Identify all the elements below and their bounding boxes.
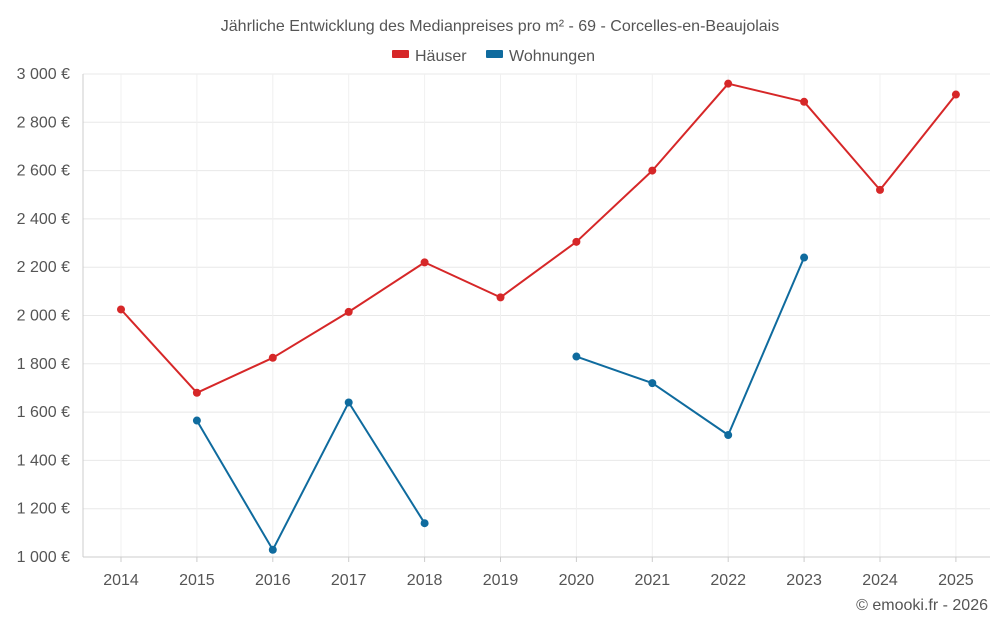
data-point-wohnungen[interactable] [572,352,581,361]
legend-swatch-haeuser [392,50,409,58]
data-point-haeuser[interactable] [876,185,884,194]
series [117,79,960,554]
data-point-haeuser[interactable] [496,293,505,302]
copyright-label: © emooki.fr - 2026 [856,597,988,614]
data-point-wohnungen[interactable] [724,431,733,440]
x-tick-label: 2023 [786,572,822,589]
legend-label-wohnungen: Wohnungen [509,48,595,65]
x-tick-label: 2021 [635,572,671,589]
y-tick-label: 2 400 € [17,211,70,228]
data-point-haeuser[interactable] [117,305,125,314]
data-point-haeuser[interactable] [344,307,353,316]
data-point-wohnungen[interactable] [648,379,657,388]
y-tick-label: 1 000 € [17,549,70,566]
axes: 1 000 € 1 200 € 1 400 € 1 600 € 1 800 € 2 000… [17,66,990,589]
data-point-haeuser[interactable] [951,90,960,99]
data-point-haeuser[interactable] [420,258,429,267]
legend-swatch-wohnungen [486,50,503,58]
data-point-haeuser[interactable] [268,353,277,362]
y-tick-label: 1 200 € [17,501,70,518]
data-point-wohnungen[interactable] [420,519,429,528]
data-point-haeuser[interactable] [724,79,733,88]
x-tick-label: 2019 [483,572,519,589]
legend-item-wohnungen[interactable]: Wohnungen [486,48,595,65]
data-point-wohnungen[interactable] [192,416,201,425]
data-point-haeuser[interactable] [192,388,201,397]
series-haeuser [117,79,960,397]
x-tick-label: 2016 [255,572,291,589]
y-tick-label: 2 800 € [17,114,70,131]
chart-title: Jährliche Entwicklung des Medianpreises … [221,18,779,35]
series-line-wohnungen [576,257,806,436]
y-tick-label: 1 600 € [17,404,70,421]
series-wohnungen [192,253,809,554]
data-point-wohnungen[interactable] [344,398,353,407]
x-tick-label: 2022 [710,572,746,589]
x-tick-label: 2018 [407,572,443,589]
x-tick-label: 2020 [559,572,595,589]
data-point-haeuser[interactable] [800,97,809,106]
y-tick-label: 2 000 € [17,308,70,325]
y-tick-label: 3 000 € [17,66,70,83]
x-tick-label: 2017 [331,572,367,589]
legend: Häuser Wohnungen [392,48,595,65]
y-tick-label: 1 400 € [17,452,70,469]
data-point-haeuser[interactable] [648,166,657,175]
y-tick-label: 2 200 € [17,259,70,276]
series-line-haeuser [120,82,957,394]
y-tick-label: 2 600 € [17,163,70,180]
legend-item-haeuser[interactable]: Häuser [392,48,467,65]
data-point-wohnungen[interactable] [268,545,277,554]
x-tick-label: 2025 [938,572,974,589]
data-point-wohnungen[interactable] [800,253,809,262]
x-tick-label: 2014 [103,572,139,589]
series-line-wohnungen [196,401,426,551]
y-tick-label: 1 800 € [17,356,70,373]
legend-label-haeuser: Häuser [415,48,467,65]
data-point-haeuser[interactable] [572,237,581,246]
grid [83,73,990,557]
x-tick-label: 2015 [179,572,215,589]
x-tick-label: 2024 [862,572,898,589]
